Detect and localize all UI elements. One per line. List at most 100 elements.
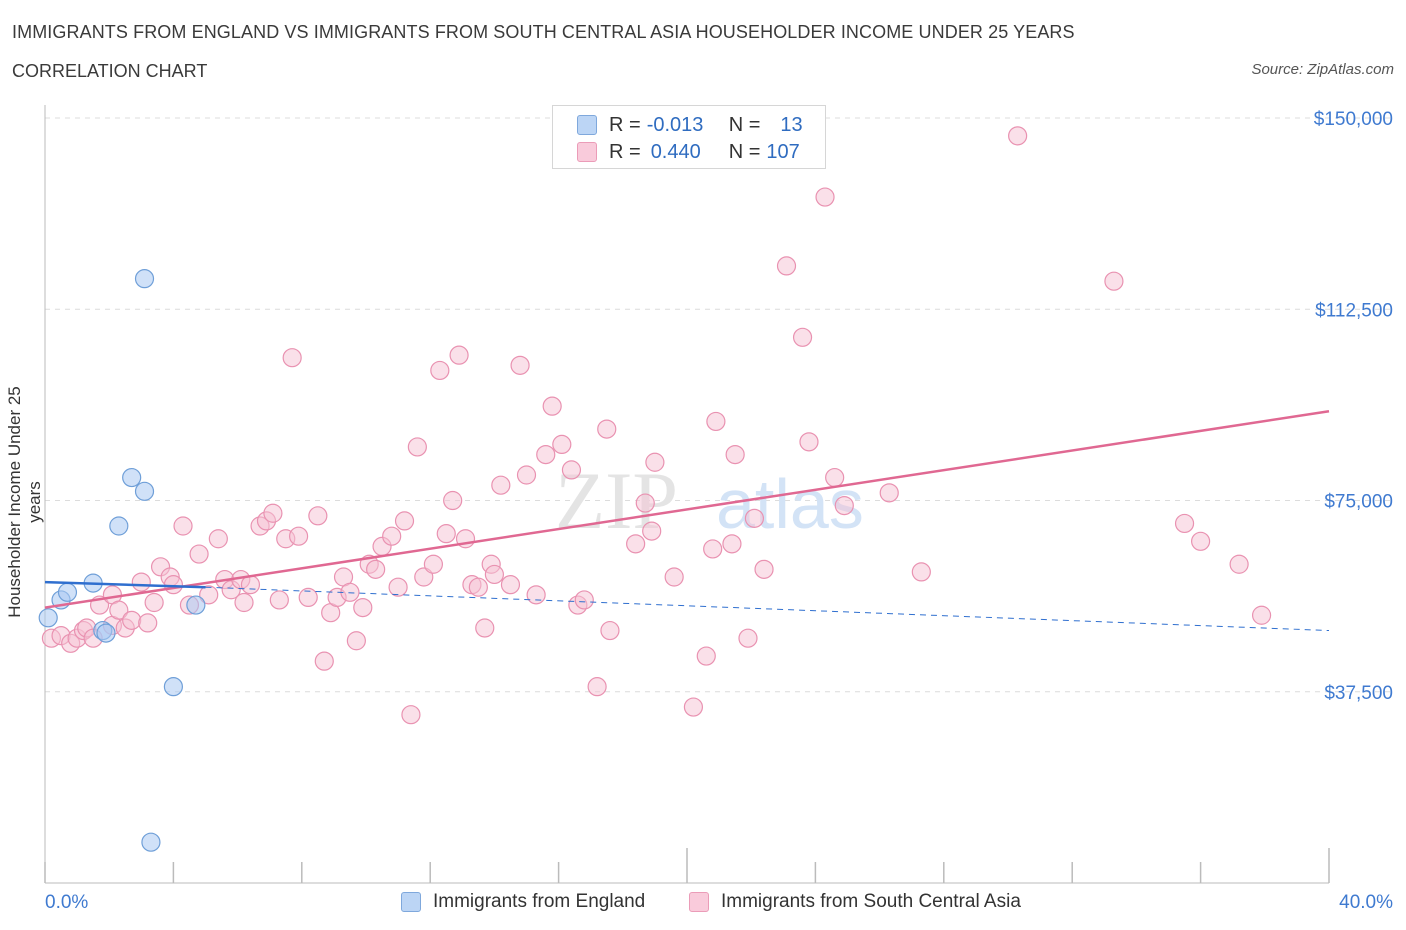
asia-data-point [407, 437, 427, 457]
asia-data-point [282, 348, 302, 368]
england-r-label: R = [609, 113, 641, 136]
asia-data-point [430, 360, 450, 381]
asia-data-point [436, 524, 456, 544]
asia-data-point [475, 618, 495, 638]
trend-lines [44, 410, 1330, 632]
asia-data-point [414, 567, 434, 587]
asia-data-point [510, 355, 530, 375]
asia-data-point [382, 526, 402, 546]
asia-data-point [825, 467, 845, 488]
england-r-value: -0.013 [646, 113, 704, 136]
legend-row-asia: R = 0.440 N = 107 [577, 140, 800, 164]
y-tick-label: $75,000 [1324, 492, 1393, 513]
axes [44, 105, 1330, 884]
asia-data-point [536, 445, 556, 465]
asia-data-point [449, 345, 469, 365]
asia-data-point [911, 562, 931, 582]
bottom-england-label: Immigrants from England [433, 891, 646, 912]
asia-data-point [468, 577, 488, 597]
asia-data-point [738, 628, 758, 648]
asia-data-point [131, 572, 151, 592]
asia-data-point [491, 475, 511, 495]
asia-data-point [664, 567, 684, 587]
england-n-label: N = [728, 113, 761, 136]
asia-data-point [683, 697, 704, 717]
asia-data-point [645, 452, 665, 472]
england-data-point [109, 516, 129, 536]
asia-data-point [401, 705, 421, 725]
asia-data-point [138, 613, 158, 633]
asia-data-point [792, 327, 813, 347]
source-credit: Source: ZipAtlas.com [1251, 61, 1394, 78]
x-tick-label: 40.0% [1339, 892, 1393, 913]
asia-data-point [314, 651, 334, 671]
correlation-legend: R = -0.013 N = 13 R = 0.440 N = 107 [552, 105, 826, 169]
england-data-point [134, 481, 155, 501]
asia-data-point [269, 590, 289, 610]
asia-data-point [173, 516, 193, 536]
legend-row-england: R = -0.013 N = 13 [577, 113, 803, 137]
england-data-point [141, 832, 161, 852]
asia-swatch [577, 142, 597, 162]
asia-data-point [1190, 531, 1211, 551]
asia-data-point [600, 620, 620, 641]
chart-subtitle: CORRELATION CHART [12, 61, 208, 81]
england-n-value: 13 [780, 113, 803, 136]
asia-data-point [703, 539, 723, 559]
asia-data-point [834, 496, 854, 516]
asia-data-point [799, 432, 819, 452]
asia-data-point [308, 506, 328, 526]
asia-data-point [1251, 605, 1272, 625]
x-tick-label: 0.0% [45, 892, 88, 913]
asia-data-point [744, 508, 765, 528]
asia-n-value: 107 [766, 140, 800, 163]
england-data-point [57, 582, 78, 602]
asia-r-value: 0.440 [650, 140, 701, 163]
asia-data-point [696, 646, 716, 666]
asia-r-label: R = [609, 140, 641, 163]
asia-trend-line [44, 410, 1330, 609]
asia-data-point [542, 396, 562, 416]
asia-data-point [722, 534, 742, 554]
asia-data-point [574, 590, 594, 610]
bottom-legend-asia: Immigrants from South Central Asia [689, 890, 1021, 914]
asia-data-point [500, 575, 521, 595]
asia-data-point [144, 592, 164, 613]
england-series-points [38, 269, 206, 852]
tick-labels: $37,500 $75,000 $112,500 $150,000 0.0% 40.0% [45, 109, 1393, 913]
england-trend-line [44, 580, 206, 589]
asia-data-point [754, 559, 774, 579]
asia-data-point [122, 610, 142, 630]
asia-data-point [776, 256, 797, 276]
asia-data-point [725, 445, 745, 465]
england-data-point [134, 269, 155, 289]
asia-data-point [298, 587, 318, 608]
bottom-legend-england: Immigrants from England [401, 890, 645, 914]
england-data-point [38, 608, 58, 628]
asia-data-point [516, 465, 537, 485]
asia-data-point [484, 564, 504, 585]
asia-data-point [263, 503, 283, 523]
y-axis-label: Householder Income Under 25 years [5, 386, 44, 618]
asia-data-point [189, 544, 209, 564]
asia-data-point [109, 600, 129, 620]
bottom-asia-swatch [689, 892, 709, 912]
asia-data-point [288, 526, 309, 546]
asia-data-point [394, 511, 415, 531]
bottom-england-swatch [401, 892, 421, 912]
asia-data-point [388, 577, 408, 597]
asia-data-point [879, 483, 899, 503]
asia-data-point [587, 677, 607, 697]
england-data-point [96, 623, 116, 643]
england-data-point [163, 677, 183, 697]
asia-data-point [706, 411, 726, 432]
asia-data-point [642, 521, 662, 541]
asia-data-point [199, 585, 219, 605]
asia-data-point [1008, 126, 1028, 146]
asia-data-point [1104, 271, 1124, 291]
asia-data-point [597, 419, 617, 439]
asia-data-point [346, 631, 366, 651]
asia-data-point [526, 585, 546, 605]
england-data-point [122, 467, 142, 488]
